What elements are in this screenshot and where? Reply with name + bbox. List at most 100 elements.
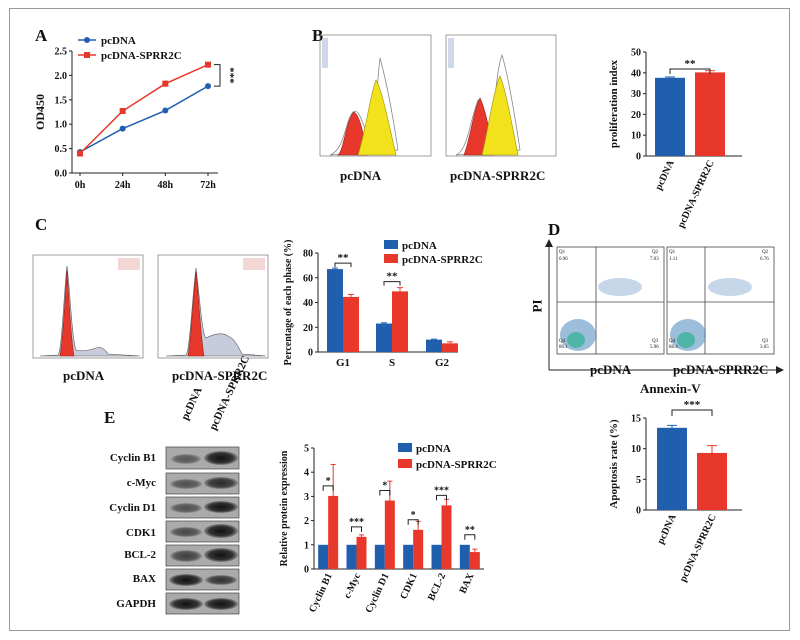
- q1-label-left: Q1: [559, 250, 566, 255]
- bar: [459, 544, 470, 569]
- panel-b-caption-right: pcDNA-SPRR2C: [450, 168, 546, 183]
- q2-label-left: Q2: [652, 250, 659, 255]
- flow-plot-pcdna-sprr2c: [666, 246, 775, 355]
- bar: [318, 544, 329, 569]
- q4-label-right: Q4: [669, 339, 676, 344]
- y-tick-label: 2.0: [55, 71, 68, 82]
- blot-label-c-myc: c-Myc: [126, 477, 156, 489]
- legend-swatch: [384, 240, 398, 249]
- histogram-pcdna-sprr2c: [445, 34, 557, 157]
- bar: [403, 544, 414, 569]
- significance-bracket: [214, 64, 221, 87]
- data-point: [77, 150, 83, 157]
- panel-label-b: B: [312, 26, 324, 45]
- y-tick-label: 40: [303, 298, 313, 309]
- significance-bracket: [671, 409, 713, 416]
- bar: [346, 544, 357, 569]
- bar: [413, 529, 424, 569]
- blot-label-cyclin-d1: Cyclin D1: [109, 502, 156, 514]
- significance-label: ***: [684, 399, 701, 411]
- significance-bracket: [383, 281, 401, 286]
- bar: [356, 536, 367, 569]
- bar: [327, 269, 343, 352]
- panel-c-caption-right: pcDNA-SPRR2C: [172, 368, 268, 383]
- series-line: [79, 85, 209, 153]
- blot-label-gapdh: GAPDH: [116, 598, 156, 610]
- y-tick-label: 60: [303, 273, 313, 284]
- y-tick-label: 5: [636, 475, 641, 486]
- phase-legend: [243, 258, 265, 270]
- y-axis-label: Relative protein expression: [279, 450, 290, 566]
- bar-pcdna-sprr2c: [695, 72, 725, 156]
- bar-pcdna: [657, 427, 687, 510]
- y-tick-label: 10: [631, 131, 641, 142]
- significance-label: **: [338, 252, 350, 264]
- significance-label: **: [685, 58, 697, 70]
- significance-label: **: [387, 271, 399, 283]
- significance-bracket: [334, 262, 352, 268]
- y-tick-label: 20: [303, 323, 313, 334]
- blot-row-cdk1: [165, 520, 240, 543]
- q3-label-right: Q3: [762, 339, 769, 344]
- bar: [392, 291, 408, 352]
- q1-value-right: 1.11: [669, 257, 678, 262]
- panel-c-caption-left: pcDNA: [63, 368, 105, 383]
- blot-label-bax: BAX: [132, 573, 156, 585]
- y-axis-label: OD450: [33, 94, 47, 130]
- blot-label-bcl-2: BCL-2: [124, 549, 156, 561]
- legend-swatch: [398, 443, 412, 452]
- legend-label: pcDNA-SPRR2C: [402, 254, 483, 266]
- bar: [376, 323, 392, 352]
- figure-frame: [9, 8, 790, 631]
- significance-bracket: [379, 490, 391, 496]
- bar: [343, 296, 359, 352]
- significance-label: ***: [434, 485, 449, 496]
- y-axis-label: Percentage of each phase (%): [283, 240, 294, 366]
- x-tick-label: G2: [435, 357, 450, 369]
- flow-plot-pcdna: [556, 246, 665, 355]
- blot-row-c-myc: [165, 472, 240, 495]
- y-axis-label: Apoptosis rate (%): [608, 419, 620, 509]
- series-line: [79, 63, 209, 155]
- panel-d-caption-left: pcDNA: [590, 362, 632, 377]
- panel-label-e: E: [104, 408, 116, 427]
- significance-label: *: [411, 510, 416, 521]
- y-tick-label: 4: [304, 468, 309, 479]
- x-tick-label: S: [389, 357, 395, 369]
- significance-bracket: [669, 68, 711, 74]
- y-tick-label: 2: [304, 516, 309, 527]
- generation-legend-swatches: [322, 38, 328, 68]
- y-tick-label: 0: [636, 506, 641, 517]
- significance-label: ***: [224, 67, 236, 84]
- y-tick-label: 1: [304, 540, 309, 551]
- y-tick-label: 1.5: [55, 95, 68, 106]
- legend-label: pcDNA: [416, 443, 451, 455]
- panel-label-a: A: [35, 26, 48, 45]
- y-tick-label: 10: [631, 444, 641, 455]
- y-tick-label: 20: [631, 110, 641, 121]
- blot-row-gapdh: [165, 592, 240, 615]
- bar: [431, 544, 442, 569]
- significance-bracket: [407, 519, 419, 525]
- blot-row-cyclin-d1: [165, 496, 240, 519]
- q4-label-left: Q4: [559, 339, 566, 344]
- legend-swatch: [398, 459, 412, 468]
- data-point: [205, 61, 211, 68]
- blot-label-cdk1: CDK1: [126, 527, 156, 539]
- panel-label-d: D: [548, 220, 561, 239]
- y-tick-label: 80: [303, 249, 313, 260]
- histogram-pcdna: [319, 34, 432, 157]
- significance-label: *: [326, 476, 331, 487]
- x-tick-label: 72h: [200, 180, 216, 191]
- blot-row-cyclin-b1: [165, 446, 240, 470]
- bar-pcdna: [655, 77, 685, 156]
- y-axis-label: proliferation index: [608, 59, 620, 148]
- y-tick-label: 0: [308, 348, 313, 359]
- q3-label-left: Q3: [652, 339, 659, 344]
- bar: [469, 552, 480, 569]
